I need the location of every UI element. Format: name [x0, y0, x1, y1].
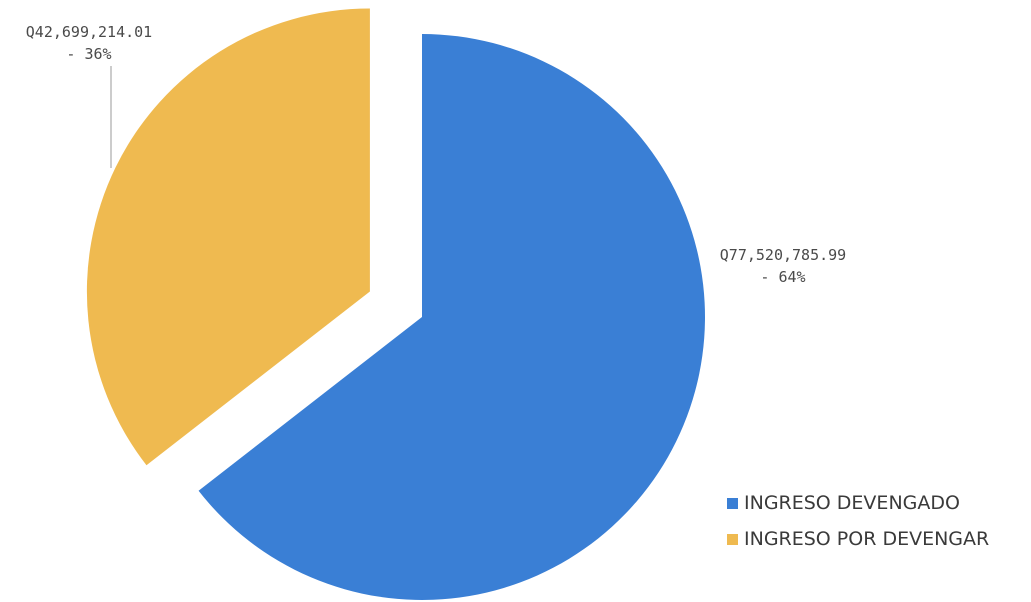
legend-label: INGRESO DEVENGADO: [744, 492, 960, 514]
legend-item: INGRESO POR DEVENGAR: [727, 521, 989, 557]
legend-item: INGRESO DEVENGADO: [727, 485, 989, 521]
legend-swatch: [727, 497, 738, 509]
data-label-percent: - 36%: [66, 45, 111, 63]
legend-label: INGRESO POR DEVENGAR: [744, 528, 990, 550]
legend: INGRESO DEVENGADO INGRESO POR DEVENGAR: [727, 485, 989, 557]
legend-swatch: [727, 533, 738, 545]
data-label-percent: - 64%: [760, 268, 805, 286]
data-label-value: Q42,699,214.01: [26, 23, 152, 41]
pie-slice-ingreso-por-devengar: [86, 8, 370, 466]
pie-slice-ingreso-devengado: [198, 34, 705, 600]
data-label-value: Q77,520,785.99: [720, 246, 846, 264]
